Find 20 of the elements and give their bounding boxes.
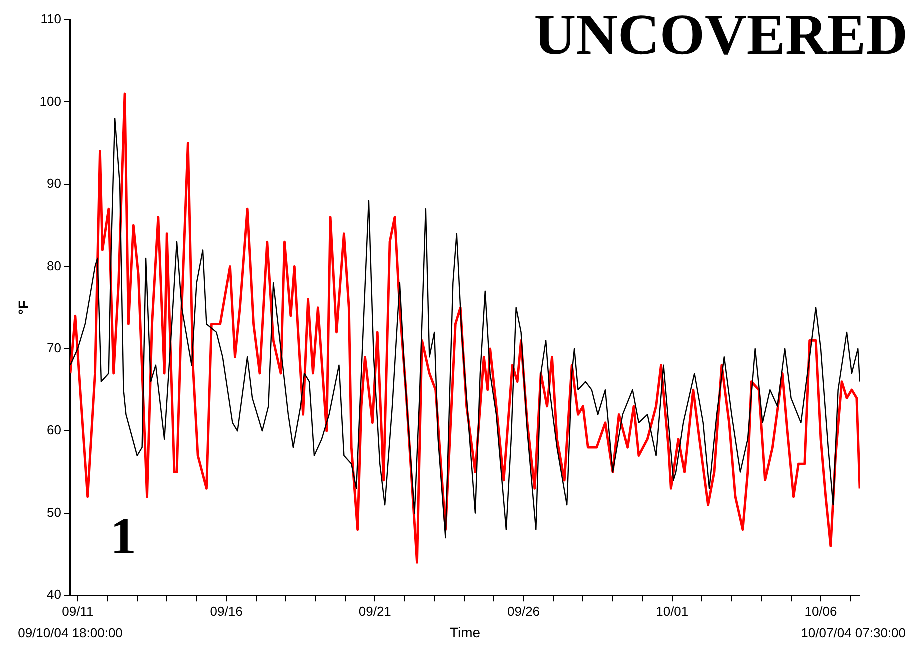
x-tick-label: 09/16 (210, 604, 243, 619)
x-tick-label: 09/11 (62, 604, 94, 619)
text: 10/07/04 07:30:00 (801, 626, 906, 641)
x-tick-label: 10/01 (656, 604, 689, 619)
annotation: 1 (110, 508, 136, 566)
y-tick-label: 110 (40, 12, 62, 27)
x-axis-title: Time (450, 624, 481, 640)
x-tick-label: 10/06 (804, 604, 838, 619)
x-tick-label: 09/21 (358, 604, 392, 619)
y-tick-label: 80 (47, 258, 62, 274)
chart-title: UNCOVERED (534, 2, 908, 68)
y-tick-label: 40 (47, 587, 62, 602)
y-tick-label: 60 (47, 422, 62, 438)
y-axis-title: °F (15, 300, 32, 315)
y-tick-label: 100 (40, 94, 62, 109)
x-tick-label: 09/26 (507, 604, 540, 619)
y-tick-label: 90 (47, 176, 62, 192)
text: 09/10/04 18:00:00 (18, 626, 123, 641)
y-tick-label: 70 (47, 340, 62, 356)
y-tick-label: 50 (47, 504, 62, 520)
